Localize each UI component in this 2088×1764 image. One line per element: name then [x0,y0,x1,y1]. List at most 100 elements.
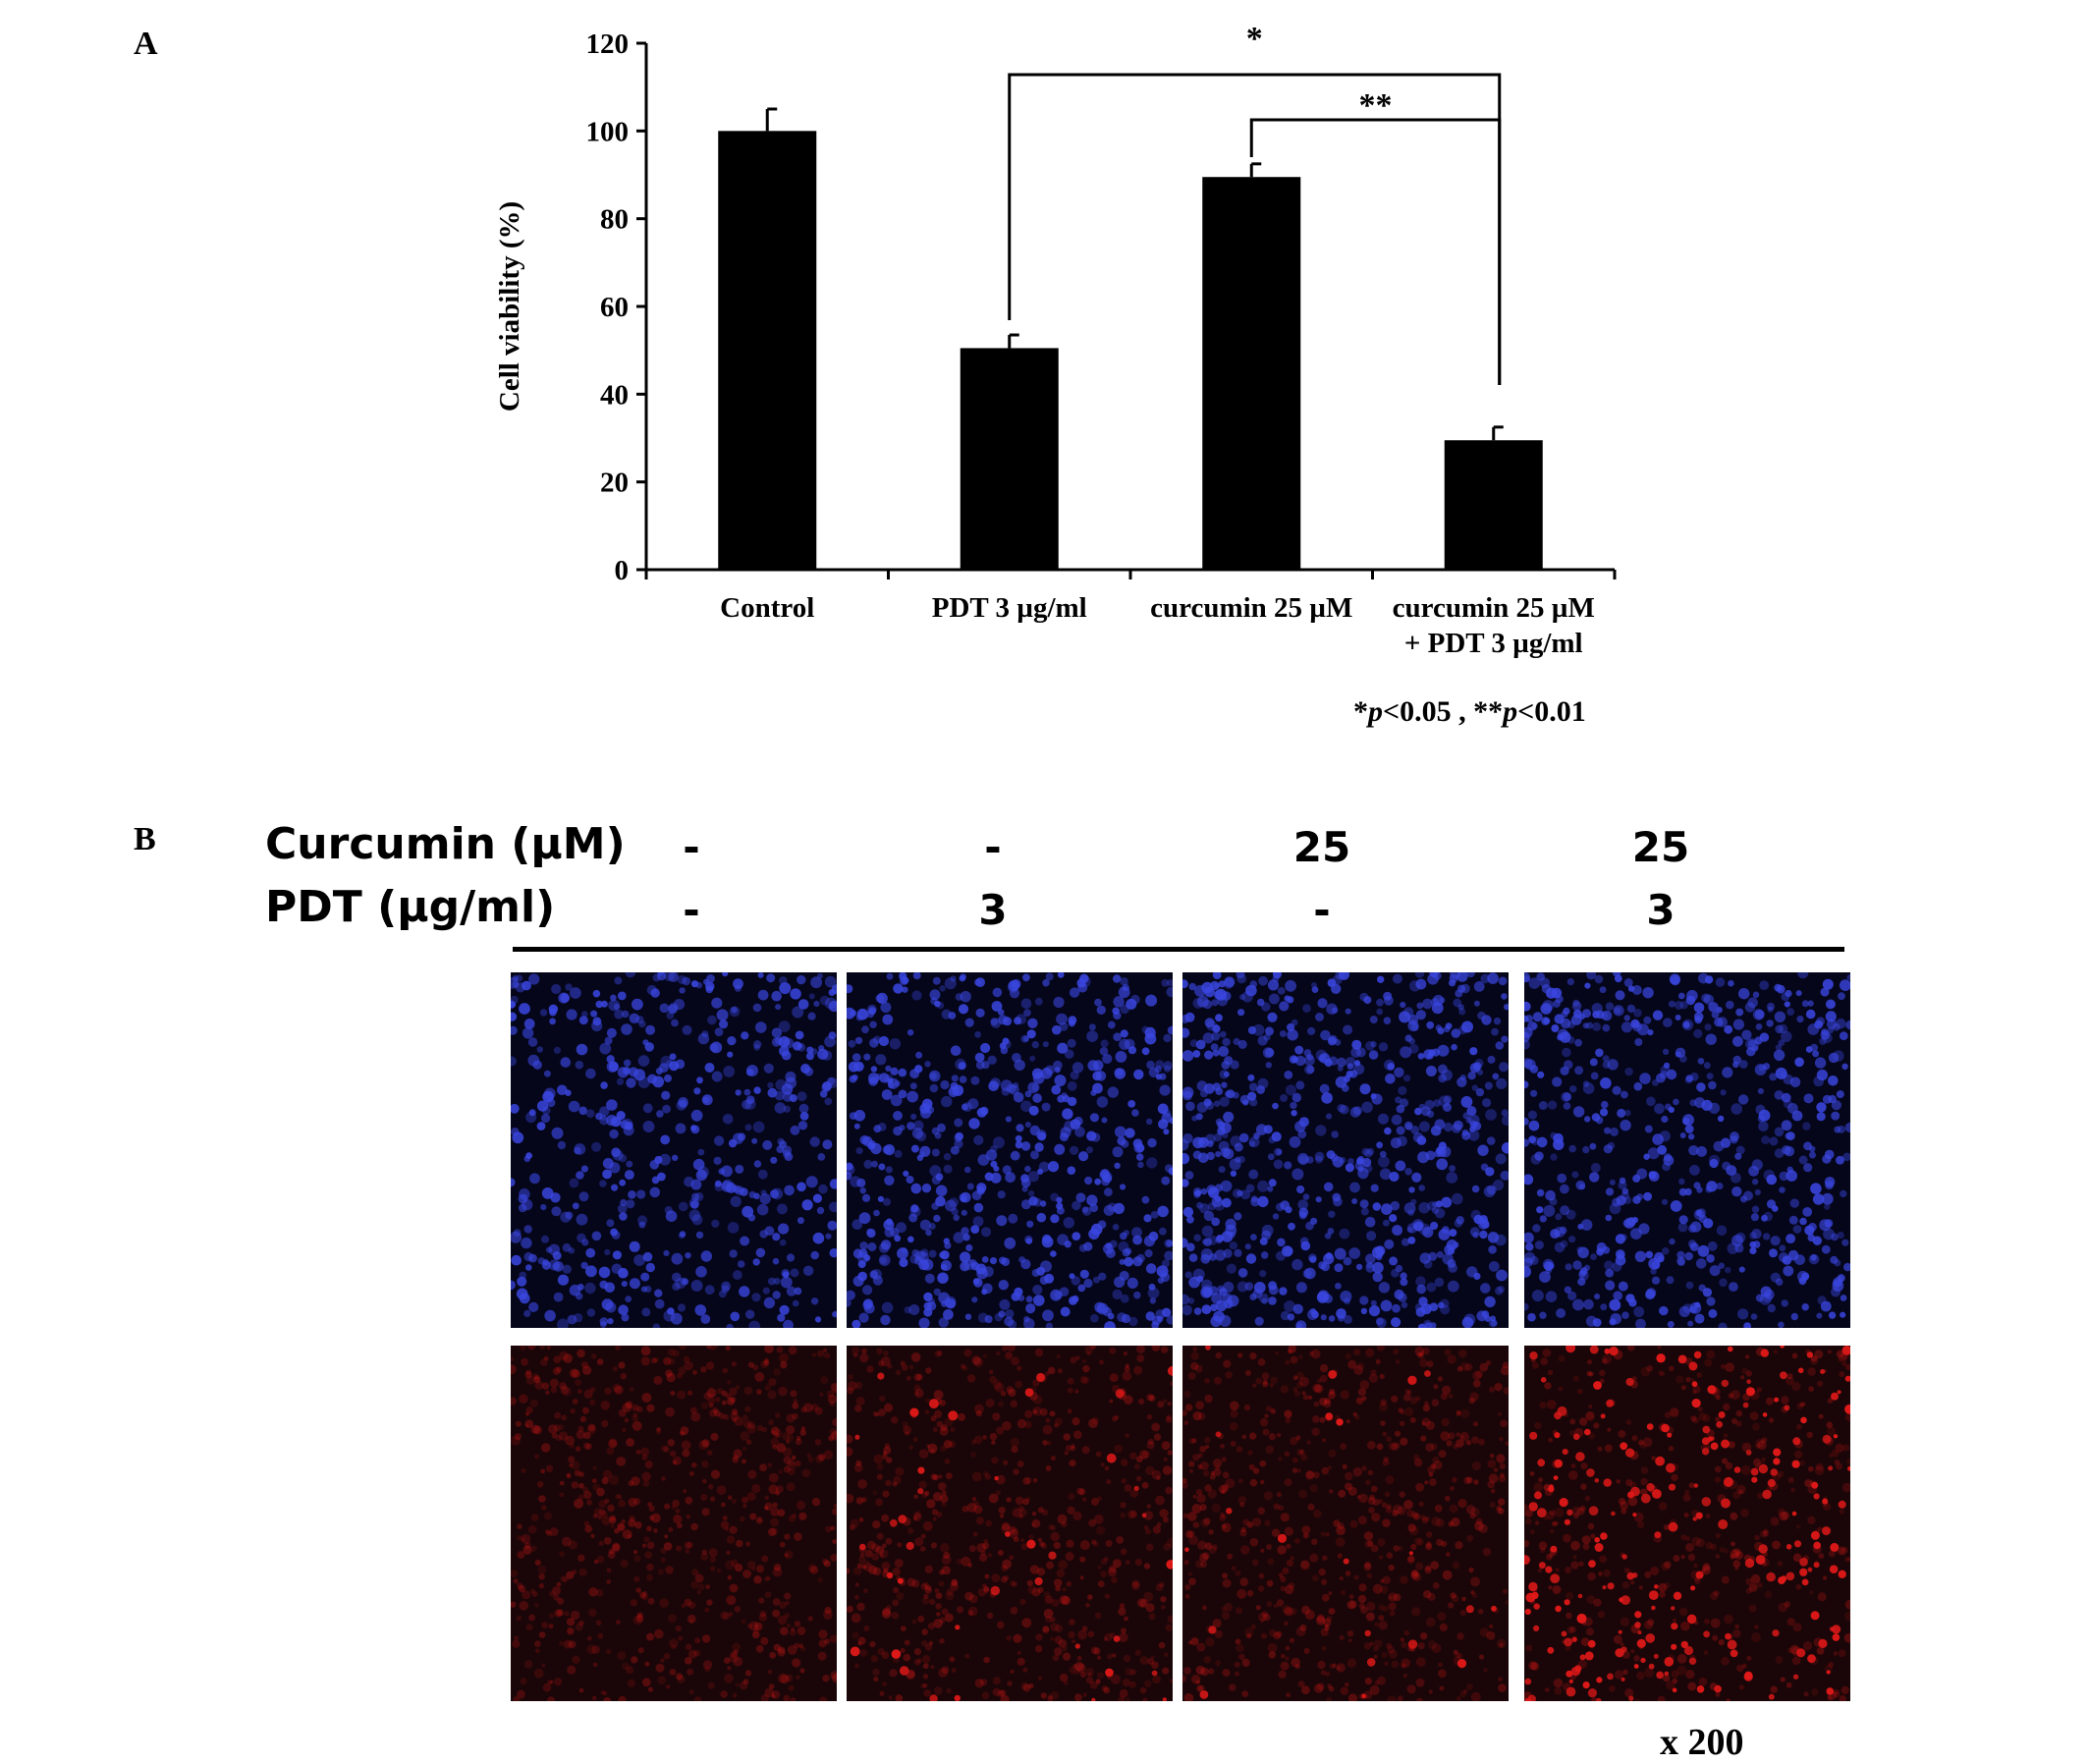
stained-cell [621,1560,629,1568]
stained-cell [1069,1493,1075,1500]
nucleus [1448,1247,1455,1254]
nucleus [1733,1056,1742,1065]
stained-cell [1147,1504,1151,1508]
stained-cell [1599,1556,1607,1564]
nucleus [1484,1296,1495,1307]
stained-cell [1716,1692,1721,1697]
stained-cell [1400,1575,1408,1584]
stained-cell [707,1450,713,1456]
stained-cell [928,1444,938,1454]
stained-cell [1311,1428,1319,1436]
stained-cell [594,1560,598,1564]
nucleus [1701,1100,1712,1111]
nucleus [1149,1068,1159,1077]
stained-cell [1152,1671,1158,1677]
stained-cell [787,1461,797,1471]
stained-cell [926,1499,935,1508]
nucleus [1297,1130,1306,1138]
stained-cell [991,1586,1001,1596]
stained-cell [772,1445,777,1450]
nucleus [1424,1260,1433,1269]
nucleus [759,1230,767,1238]
nucleus [1279,1287,1287,1295]
stained-cell [609,1438,618,1447]
stained-cell [593,1466,597,1470]
nucleus [1033,1295,1045,1306]
nucleus [1749,1247,1756,1254]
nucleus [1596,1011,1605,1020]
nucleus [1427,1201,1436,1210]
stained-cell [920,1546,926,1552]
stained-cell [1220,1444,1225,1449]
stained-cell [1403,1500,1413,1510]
nucleus [1595,975,1604,984]
stained-cell [1357,1495,1361,1499]
nucleus [1493,1180,1504,1190]
micrograph-blue-pdt [847,972,1173,1328]
nucleus [712,1072,723,1082]
stained-cell [1547,1647,1554,1654]
nucleus [1487,1136,1496,1145]
nucleus [632,999,643,1011]
nucleus [1336,1308,1346,1319]
nucleus [1830,1256,1838,1264]
nucleus [980,1043,990,1053]
nucleus [565,1212,573,1220]
stained-cell [1379,1621,1388,1629]
nucleus [1825,1181,1834,1189]
nucleus [609,1062,619,1072]
stained-cell [818,1454,825,1461]
stained-cell [1020,1538,1024,1542]
nucleus [1032,1093,1042,1103]
nucleus [860,1135,869,1144]
stained-cell [1346,1353,1351,1359]
stained-cell [1446,1440,1452,1446]
stained-cell [864,1626,870,1631]
stained-cell [1595,1478,1600,1483]
nucleus [1205,1018,1215,1027]
stained-cell [1297,1468,1301,1472]
stained-cell [801,1426,805,1430]
nucleus [1809,1152,1816,1159]
stained-cell [1346,1571,1351,1576]
stained-cell [1031,1387,1036,1392]
nucleus [1215,1014,1223,1021]
nucleus [622,1281,628,1287]
stained-cell [924,1491,929,1496]
nucleus [1454,1121,1463,1130]
stained-cell [832,1539,837,1544]
nucleus [1011,1151,1020,1161]
stained-cell [519,1585,525,1592]
nucleus [1577,1224,1583,1230]
nucleus [1586,1316,1597,1327]
stained-cell [1385,1492,1390,1497]
nucleus [1204,1051,1213,1060]
stained-cell [985,1520,992,1527]
stained-cell [1017,1366,1021,1371]
stained-cell [968,1607,978,1617]
nucleus [1360,1083,1371,1094]
stained-cell [1460,1610,1466,1616]
stained-cell [1454,1650,1458,1655]
nucleus [1090,1314,1099,1323]
nucleus [1612,1262,1621,1272]
nucleus [1055,1067,1061,1073]
stained-cell [698,1583,705,1590]
stained-cell [1035,1645,1042,1652]
nucleus [1280,1030,1287,1037]
nucleus [1291,1259,1302,1270]
stained-cell [1320,1417,1326,1423]
nucleus [787,1253,795,1261]
stained-cell [818,1652,827,1661]
nucleus [1813,1076,1824,1087]
stained-cell [1410,1544,1416,1550]
stained-cell [794,1643,799,1649]
nucleus [1308,1253,1317,1262]
stained-cell [884,1404,893,1412]
nucleus [793,1300,799,1307]
stained-cell [617,1523,625,1531]
stained-cell [1346,1419,1350,1423]
stained-cell [970,1452,976,1458]
nucleus [643,1121,655,1132]
stained-cell [1525,1645,1532,1652]
